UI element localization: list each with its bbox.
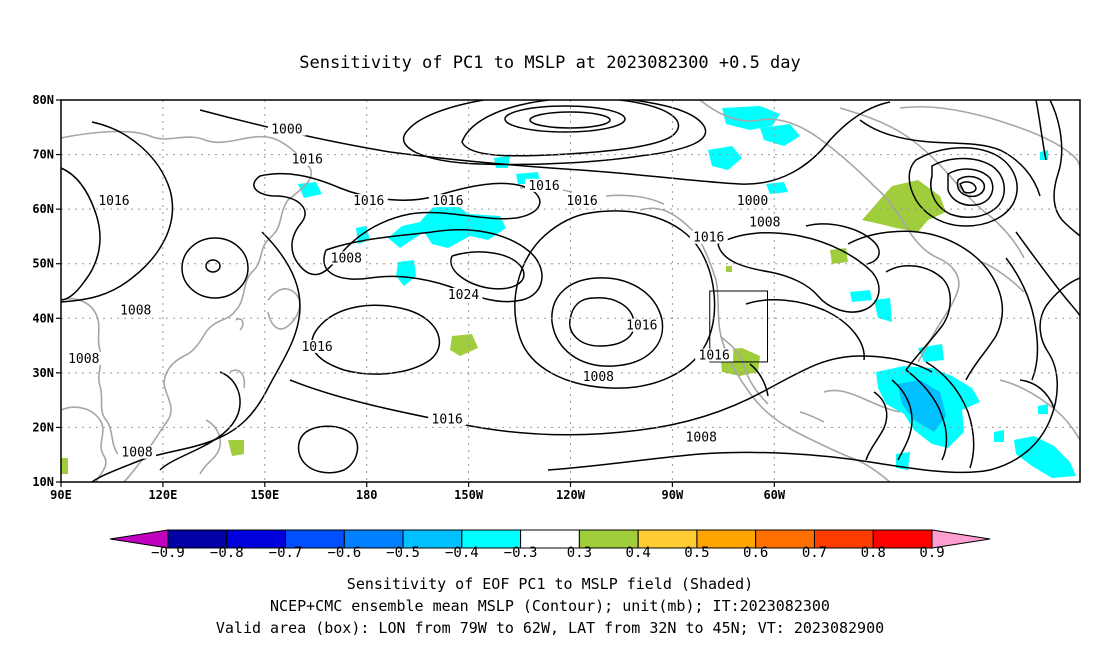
colorbar-label: 0.6 bbox=[743, 545, 768, 561]
contour-label: 1016 bbox=[292, 153, 323, 168]
contour-label: 1016 bbox=[693, 231, 724, 246]
lat-tick-label: 30N bbox=[32, 366, 54, 380]
colorbar-label: 0.9 bbox=[919, 545, 944, 561]
lat-tick-label: 10N bbox=[32, 475, 54, 489]
contour-label-bg bbox=[695, 348, 734, 362]
colorbar-label: −0.7 bbox=[269, 545, 303, 561]
contour-label-bg bbox=[525, 178, 564, 192]
contour-label-bg bbox=[298, 339, 337, 353]
colorbar-label: −0.6 bbox=[327, 545, 361, 561]
colorbar-label: −0.3 bbox=[504, 545, 538, 561]
contour-label-bg bbox=[444, 288, 483, 302]
contour-label-bg bbox=[745, 215, 784, 229]
map-title: Sensitivity of PC1 to MSLP at 2023082300… bbox=[299, 53, 801, 73]
contour-label: 1008 bbox=[749, 215, 780, 230]
colorbar-label: 0.8 bbox=[861, 545, 886, 561]
lat-tick-label: 80N bbox=[32, 93, 54, 107]
contour-label: 1000 bbox=[271, 123, 302, 138]
lat-tick-label: 60N bbox=[32, 202, 54, 216]
mslp-contours bbox=[61, 100, 1080, 482]
lon-tick-label: 150E bbox=[250, 488, 279, 502]
lon-tick-label: 90E bbox=[50, 488, 72, 502]
contour-label-bg bbox=[288, 152, 327, 166]
contour-label: 1024 bbox=[448, 288, 479, 303]
lon-tick-label: 90W bbox=[662, 488, 684, 502]
contour-label-bg bbox=[116, 303, 155, 317]
footer-line-2: NCEP+CMC ensemble mean MSLP (Contour); u… bbox=[270, 597, 830, 615]
colorbar-label: 0.5 bbox=[684, 545, 709, 561]
contour-label-bg bbox=[64, 351, 103, 365]
contour-label: 1016 bbox=[432, 412, 463, 427]
contour-label: 1016 bbox=[626, 319, 657, 334]
contour-label: 1008 bbox=[686, 430, 717, 445]
contour-label-bg bbox=[733, 194, 772, 208]
contour-label: 1016 bbox=[699, 349, 730, 364]
colorbar-label: 0.3 bbox=[567, 545, 592, 561]
contour-label-bg bbox=[428, 194, 467, 208]
contour-label-bg bbox=[622, 318, 661, 332]
colorbar-label: 0.7 bbox=[802, 545, 827, 561]
colorbar-label: 0.4 bbox=[626, 545, 651, 561]
lat-tick-label: 20N bbox=[32, 420, 54, 434]
colorbar-label: −0.9 bbox=[151, 545, 185, 561]
contour-label: 1016 bbox=[98, 194, 129, 209]
contour-label-bg bbox=[579, 369, 618, 383]
lon-tick-label: 60W bbox=[763, 488, 785, 502]
contour-label-bg bbox=[682, 430, 721, 444]
colorbar-label: −0.8 bbox=[210, 545, 244, 561]
contour-label: 1016 bbox=[528, 179, 559, 194]
sensitivity-shading bbox=[61, 106, 1076, 478]
lat-tick-label: 70N bbox=[32, 148, 54, 162]
lon-tick-label: 120E bbox=[148, 488, 177, 502]
contour-label-bg bbox=[349, 194, 388, 208]
lon-tick-label: 180 bbox=[356, 488, 378, 502]
contour-label: 1016 bbox=[566, 194, 597, 209]
contour-label-bg bbox=[563, 194, 602, 208]
colorbar-label: −0.5 bbox=[386, 545, 420, 561]
contour-label: 1016 bbox=[301, 340, 332, 355]
contour-label: 1008 bbox=[583, 370, 614, 385]
valid-area-box bbox=[709, 290, 769, 363]
contour-label: 1016 bbox=[432, 194, 463, 209]
colorbar-high-arrow bbox=[931, 529, 991, 549]
contour-label: 1008 bbox=[331, 251, 362, 266]
lat-tick-label: 50N bbox=[32, 257, 54, 271]
footer-line-1: Sensitivity of EOF PC1 to MSLP field (Sh… bbox=[347, 575, 753, 593]
contour-label-bg bbox=[94, 194, 133, 208]
contour-label: 1000 bbox=[737, 194, 768, 209]
contour-label-bg bbox=[118, 445, 157, 459]
colorbar-label: −0.4 bbox=[445, 545, 479, 561]
contour-label-bg bbox=[689, 230, 728, 244]
map-panel bbox=[61, 100, 1080, 482]
lon-tick-label: 120W bbox=[556, 488, 586, 502]
contour-labels: 1000 1016 1016 1016 1016 1016 1016 1000 1008 1016… bbox=[64, 122, 784, 461]
contour-label: 1016 bbox=[353, 194, 384, 209]
colorbar: −0.9 −0.8 −0.7 −0.6 −0.5 −0.4 −0.3 0.3 0.4 0.5 0.6… bbox=[109, 529, 991, 561]
footer-line-3: Valid area (box): LON from 79W to 62W, L… bbox=[216, 619, 884, 637]
contour-label-bg bbox=[267, 122, 306, 136]
contour-label-bg bbox=[428, 412, 467, 426]
contour-label: 1008 bbox=[120, 303, 151, 318]
contour-label: 1008 bbox=[121, 446, 152, 461]
lat-tick-label: 40N bbox=[32, 311, 54, 325]
lon-tick-label: 150W bbox=[454, 488, 484, 502]
contour-label-bg bbox=[327, 251, 366, 265]
contour-label: 1008 bbox=[68, 352, 99, 367]
